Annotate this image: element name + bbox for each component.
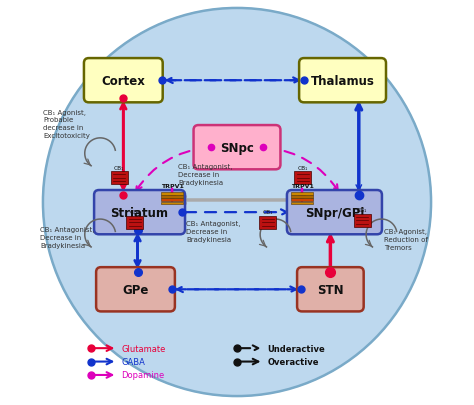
Text: CB₁ Antagonist,
Decrease in
Bradykinesia: CB₁ Antagonist, Decrease in Bradykinesia bbox=[40, 227, 95, 248]
FancyBboxPatch shape bbox=[354, 214, 371, 227]
Text: Underactive: Underactive bbox=[267, 344, 325, 353]
Text: CB₁: CB₁ bbox=[114, 165, 125, 170]
Text: CB₁ Agonist,
Reduction of
Tremors: CB₁ Agonist, Reduction of Tremors bbox=[384, 229, 428, 250]
FancyBboxPatch shape bbox=[94, 191, 185, 235]
Text: GABA: GABA bbox=[121, 357, 145, 366]
Bar bbox=[161, 196, 183, 198]
Bar bbox=[291, 199, 313, 202]
Text: STN: STN bbox=[317, 283, 344, 296]
Text: CB₁ Antagonist,
Decrease in
Bradykinesia: CB₁ Antagonist, Decrease in Bradykinesia bbox=[178, 164, 233, 185]
FancyBboxPatch shape bbox=[297, 268, 364, 312]
Text: Striatum: Striatum bbox=[110, 206, 169, 219]
Bar bbox=[291, 202, 313, 205]
Text: CB₁: CB₁ bbox=[263, 210, 273, 215]
FancyBboxPatch shape bbox=[299, 59, 386, 103]
Circle shape bbox=[43, 9, 431, 396]
Bar bbox=[161, 199, 183, 202]
Text: Glutamate: Glutamate bbox=[121, 344, 166, 353]
Bar bbox=[291, 196, 313, 198]
Text: SNpc: SNpc bbox=[220, 141, 254, 154]
Text: TRPV1: TRPV1 bbox=[161, 183, 183, 188]
Bar bbox=[291, 192, 313, 195]
FancyBboxPatch shape bbox=[96, 268, 175, 312]
FancyBboxPatch shape bbox=[193, 126, 281, 170]
Text: Overactive: Overactive bbox=[267, 357, 319, 366]
Text: TRPV1: TRPV1 bbox=[291, 183, 313, 188]
FancyBboxPatch shape bbox=[259, 216, 276, 229]
Text: CB₁: CB₁ bbox=[357, 208, 367, 213]
FancyBboxPatch shape bbox=[126, 216, 143, 229]
Bar bbox=[161, 202, 183, 205]
Text: CB₁: CB₁ bbox=[129, 210, 140, 215]
FancyBboxPatch shape bbox=[294, 172, 311, 185]
FancyBboxPatch shape bbox=[84, 59, 163, 103]
Bar bbox=[161, 192, 183, 195]
FancyBboxPatch shape bbox=[287, 191, 382, 235]
Text: CB₁ Agonist,
Probable
decrease in
Excitotoxicity: CB₁ Agonist, Probable decrease in Excito… bbox=[43, 109, 90, 139]
Text: GPe: GPe bbox=[122, 283, 149, 296]
Text: CB₁: CB₁ bbox=[298, 165, 308, 170]
Text: CB₁ Antagonist,
Decrease in
Bradykinesia: CB₁ Antagonist, Decrease in Bradykinesia bbox=[186, 221, 241, 242]
Text: Dopamine: Dopamine bbox=[121, 371, 164, 379]
FancyBboxPatch shape bbox=[111, 172, 128, 185]
Text: SNpr/GPi: SNpr/GPi bbox=[305, 206, 364, 219]
Text: Cortex: Cortex bbox=[101, 75, 145, 87]
Text: Thalamus: Thalamus bbox=[310, 75, 374, 87]
